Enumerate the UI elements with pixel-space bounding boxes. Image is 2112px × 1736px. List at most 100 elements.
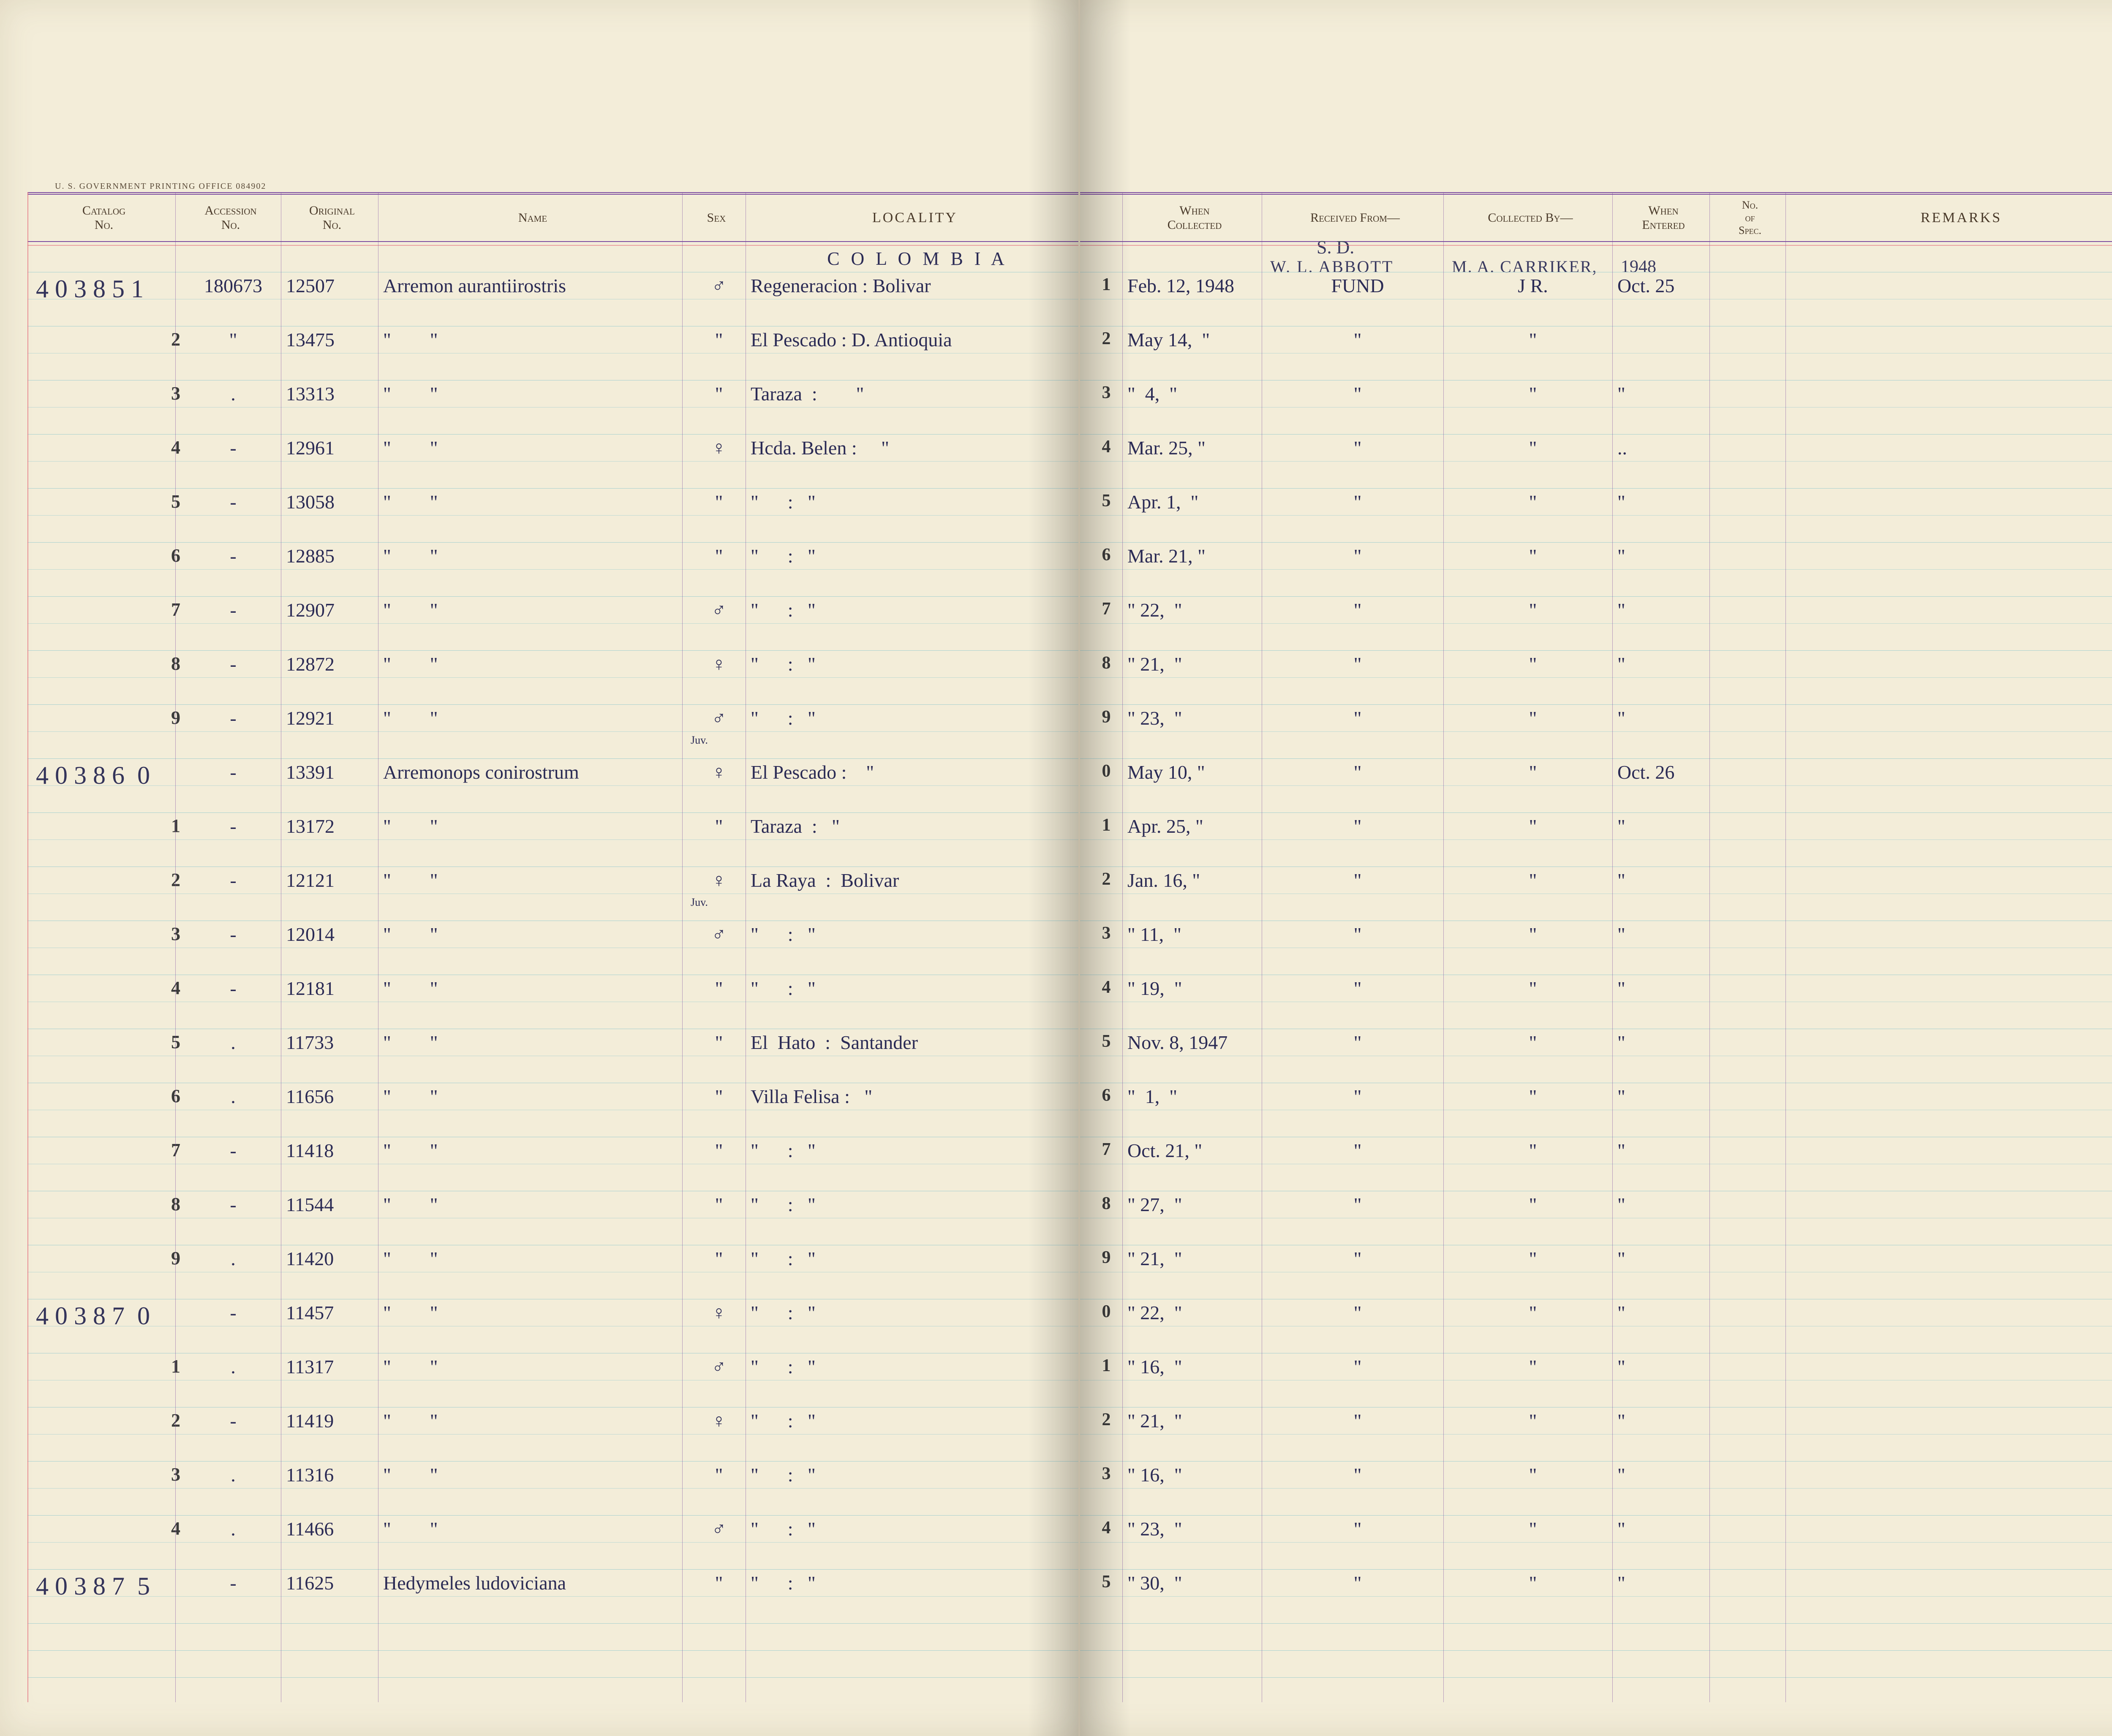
cell-when-entered: "	[1612, 380, 1715, 437]
table-row: 7-11418" """ : "	[27, 1137, 1078, 1191]
cell-locality: " : "	[746, 1461, 1079, 1518]
cell-accession: -	[175, 542, 286, 599]
cell-row-num: 3	[1080, 1461, 1127, 1518]
cell-name: " "	[378, 1245, 687, 1301]
cell-accession: -	[175, 1299, 286, 1356]
cell-sex: ♂	[682, 704, 751, 761]
cell-when-collected: " 23, "	[1122, 704, 1267, 761]
cell-locality: " : "	[746, 1245, 1079, 1301]
cell-original: 11419	[281, 1407, 383, 1464]
cell-locality: Hcda. Belen : "	[746, 434, 1079, 491]
cell-original: 13172	[281, 812, 383, 869]
cell-accession: .	[175, 1245, 286, 1301]
cell-when-collected: Feb. 12, 1948	[1122, 272, 1267, 329]
table-row: 6" 1, """"	[1080, 1083, 2112, 1137]
cell-when-entered: "	[1612, 1569, 1715, 1626]
cell-name: " "	[378, 488, 687, 545]
cell-name: Arremonops conirostrum	[378, 758, 687, 815]
cell-accession: .	[175, 380, 286, 437]
cell-when-entered: "	[1612, 488, 1715, 545]
cell-row-num: 1	[1080, 1353, 1127, 1410]
cell-locality: El Pescado : "	[746, 758, 1079, 815]
cell-when-entered: "	[1612, 812, 1715, 869]
cell-sex: "	[682, 975, 751, 1031]
cell-when-entered: "	[1612, 596, 1715, 653]
cell-locality: " : "	[746, 975, 1079, 1031]
cell-row-num: 5	[1080, 1029, 1127, 1085]
cell-name: " "	[378, 380, 687, 437]
cell-name: " "	[378, 975, 687, 1031]
cell-when-collected: " 16, "	[1122, 1353, 1267, 1410]
hdr-when-collected: When Collected	[1122, 195, 1267, 241]
cell-received-from: "	[1262, 1407, 1448, 1464]
cell-accession: .	[175, 1461, 286, 1518]
cell-when-entered: "	[1612, 1299, 1715, 1356]
cell-row-num: 2	[1080, 1407, 1127, 1464]
cell-locality: Villa Felisa : "	[746, 1083, 1079, 1139]
hdr-no-spec: No. of Spec.	[1709, 195, 1791, 241]
cell-accession: -	[175, 1407, 286, 1464]
cell-original: 12921	[281, 704, 383, 761]
cell-when-entered: "	[1612, 921, 1715, 977]
table-row: 2"13475" ""El Pescado : D. Antioquia	[27, 326, 1078, 380]
cell-locality: " : "	[746, 650, 1079, 707]
table-row: 2-11419" "♀" : "	[27, 1407, 1078, 1462]
cell-name: " "	[378, 812, 687, 869]
table-row: 1Feb. 12, 1948FUNDJ R.Oct. 25	[1080, 272, 2112, 326]
cell-locality: La Raya : Bolivar	[746, 867, 1079, 923]
cell-sex: ♀	[682, 1407, 751, 1464]
hdr-accession: Accession No.	[175, 195, 286, 241]
cell-received-from: "	[1262, 1515, 1448, 1572]
cell-collected-by: "	[1443, 1029, 1617, 1085]
cell-accession: -	[175, 1569, 286, 1626]
cell-collected-by: "	[1443, 704, 1617, 761]
cell-received-from: "	[1262, 921, 1448, 977]
cell-name: Hedymeles ludoviciana	[378, 1569, 687, 1626]
cell-name: " "	[378, 1515, 687, 1572]
cell-when-collected: Mar. 25, "	[1122, 434, 1267, 491]
cell-when-collected: " 21, "	[1122, 650, 1267, 707]
cell-original: 11625	[281, 1569, 383, 1626]
cell-accession: -	[175, 596, 286, 653]
cell-sex: "	[682, 1083, 751, 1139]
locality-heading: C O L O M B I A	[746, 245, 1079, 272]
cell-received-from: "	[1262, 704, 1448, 761]
right-body: 1Feb. 12, 1948FUNDJ R.Oct. 252May 14, ""…	[1080, 245, 2112, 1702]
hdr-collected-by: Collected By—	[1443, 195, 1617, 241]
cell-sex: "	[682, 1569, 751, 1626]
cell-collected-by: "	[1443, 1569, 1617, 1626]
cell-row-num: 1	[1080, 272, 1127, 329]
cell-original: 12885	[281, 542, 383, 599]
cell-row-num: 3	[1080, 921, 1127, 977]
cell-collected-by: "	[1443, 1191, 1617, 1247]
cell-locality: " : "	[746, 1515, 1079, 1572]
cell-sex: "	[682, 1137, 751, 1193]
cell-collected-by: "	[1443, 812, 1617, 869]
table-row: 2May 14, """	[1080, 326, 2112, 380]
cell-name: " "	[378, 1461, 687, 1518]
cell-accession: -	[175, 758, 286, 815]
cell-received-from: "	[1262, 975, 1448, 1031]
cell-row-num: 2	[1080, 326, 1127, 383]
table-row: 2Jan. 16, """"	[1080, 867, 2112, 921]
cell-collected-by: "	[1443, 1137, 1617, 1193]
cell-locality: " : "	[746, 704, 1079, 761]
cell-name: " "	[378, 1191, 687, 1247]
table-row: 1-13172" ""Taraza : "	[27, 812, 1078, 867]
cell-row-num: 4	[1080, 1515, 1127, 1572]
cell-sex: ♂	[682, 1515, 751, 1572]
table-row: 5" 30, """"	[1080, 1569, 2112, 1624]
cell-received-from: "	[1262, 1353, 1448, 1410]
cell-when-collected: Nov. 8, 1947	[1122, 1029, 1267, 1085]
cell-original: 11733	[281, 1029, 383, 1085]
cell-original: 12181	[281, 975, 383, 1031]
cell-when-entered: "	[1612, 704, 1715, 761]
table-row: 9.11420" """ : "	[27, 1245, 1078, 1299]
cell-collected-by: "	[1443, 975, 1617, 1031]
cell-locality: El Hato : Santander	[746, 1029, 1079, 1085]
cell-when-entered: "	[1612, 542, 1715, 599]
cell-name: " "	[378, 1029, 687, 1085]
cell-received-from: "	[1262, 1461, 1448, 1518]
cell-name: " "	[378, 542, 687, 599]
cell-original: 12907	[281, 596, 383, 653]
